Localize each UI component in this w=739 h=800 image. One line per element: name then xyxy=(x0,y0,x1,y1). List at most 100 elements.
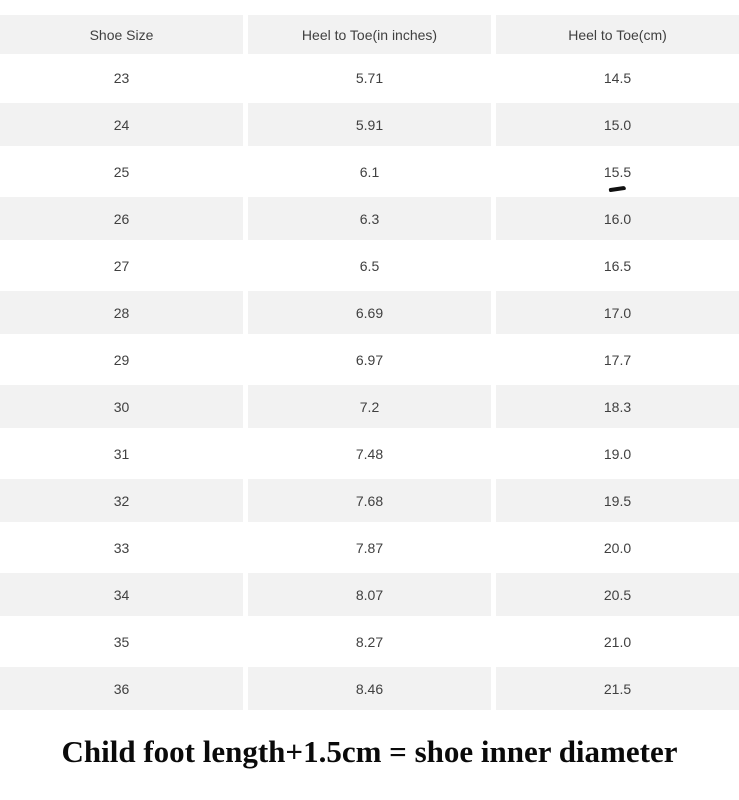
table-row: 32 7.68 19.5 xyxy=(0,477,739,524)
header-label: Shoe Size xyxy=(89,26,154,43)
cell-cm: 19.0 xyxy=(496,430,739,477)
table-row: 30 7.2 18.3 xyxy=(0,383,739,430)
table-body: 23 5.71 14.5 24 5.91 15.0 25 6.1 15.5 26 6.3 16.0 27… xyxy=(0,54,739,712)
cell-shoe-size: 23 xyxy=(0,54,243,101)
cell-value: 21.5 xyxy=(603,680,632,697)
cell-inches: 7.68 xyxy=(248,477,491,524)
table-row: 33 7.87 20.0 xyxy=(0,524,739,571)
cell-shoe-size: 24 xyxy=(0,101,243,148)
header-cell-cm: Heel to Toe(cm) xyxy=(496,15,739,54)
cell-inches: 7.87 xyxy=(248,524,491,571)
cell-cm: 15.5 xyxy=(496,148,739,195)
table-row: 36 8.46 21.5 xyxy=(0,665,739,712)
cell-cm: 15.0 xyxy=(496,101,739,148)
cell-value: 17.0 xyxy=(603,304,632,321)
cell-inches: 8.27 xyxy=(248,618,491,665)
cell-value: 6.69 xyxy=(355,304,384,321)
cell-value: 17.7 xyxy=(603,351,632,368)
cell-value: 18.3 xyxy=(603,398,632,415)
shoe-size-table: Shoe Size Heel to Toe(in inches) Heel to… xyxy=(0,15,739,712)
cell-value: 34 xyxy=(113,586,130,603)
cell-value: 8.27 xyxy=(355,633,384,650)
cell-value: 15.5 xyxy=(603,163,632,180)
cell-shoe-size: 34 xyxy=(0,571,243,618)
cell-value: 14.5 xyxy=(603,69,632,86)
table-row: 23 5.71 14.5 xyxy=(0,54,739,101)
cell-shoe-size: 35 xyxy=(0,618,243,665)
header-label: Heel to Toe(cm) xyxy=(568,26,667,43)
cell-inches: 6.3 xyxy=(248,195,491,242)
cell-shoe-size: 33 xyxy=(0,524,243,571)
table-row: 34 8.07 20.5 xyxy=(0,571,739,618)
cell-value: 8.07 xyxy=(355,586,384,603)
caption-text: Child foot length+1.5cm = shoe inner dia… xyxy=(61,734,678,769)
cell-value: 23 xyxy=(113,69,130,86)
cell-value: 21.0 xyxy=(603,633,632,650)
cell-shoe-size: 28 xyxy=(0,289,243,336)
cell-value: 20.0 xyxy=(603,539,632,556)
cell-value: 36 xyxy=(113,680,130,697)
cell-cm: 20.5 xyxy=(496,571,739,618)
cell-shoe-size: 32 xyxy=(0,477,243,524)
cell-value: 29 xyxy=(113,351,130,368)
cell-value: 6.5 xyxy=(359,257,380,274)
cell-value: 5.91 xyxy=(355,116,384,133)
header-label: Heel to Toe(in inches) xyxy=(301,26,438,43)
cell-value: 7.87 xyxy=(355,539,384,556)
header-cell-inches: Heel to Toe(in inches) xyxy=(248,15,491,54)
cell-shoe-size: 31 xyxy=(0,430,243,477)
table-row: 31 7.48 19.0 xyxy=(0,430,739,477)
table-row: 28 6.69 17.0 xyxy=(0,289,739,336)
cell-value: 7.2 xyxy=(359,398,380,415)
cell-shoe-size: 29 xyxy=(0,336,243,383)
header-cell-shoe-size: Shoe Size xyxy=(0,15,243,54)
cell-cm: 14.5 xyxy=(496,54,739,101)
cell-value: 8.46 xyxy=(355,680,384,697)
cell-value: 35 xyxy=(113,633,130,650)
cell-cm: 16.0 xyxy=(496,195,739,242)
cell-shoe-size: 25 xyxy=(0,148,243,195)
cell-value: 6.3 xyxy=(359,210,380,227)
table-header-row: Shoe Size Heel to Toe(in inches) Heel to… xyxy=(0,15,739,54)
table-row: 35 8.27 21.0 xyxy=(0,618,739,665)
cell-inches: 6.5 xyxy=(248,242,491,289)
cell-value: 6.1 xyxy=(359,163,380,180)
cell-value: 15.0 xyxy=(603,116,632,133)
cell-value: 28 xyxy=(113,304,130,321)
cell-value: 20.5 xyxy=(603,586,632,603)
cell-value: 19.0 xyxy=(603,445,632,462)
cell-inches: 5.71 xyxy=(248,54,491,101)
cell-inches: 6.69 xyxy=(248,289,491,336)
cell-cm: 20.0 xyxy=(496,524,739,571)
cell-value: 26 xyxy=(113,210,130,227)
cell-value: 7.48 xyxy=(355,445,384,462)
cell-inches: 6.97 xyxy=(248,336,491,383)
cell-inches: 5.91 xyxy=(248,101,491,148)
cell-cm: 21.5 xyxy=(496,665,739,712)
table-row: 24 5.91 15.0 xyxy=(0,101,739,148)
cell-cm: 18.3 xyxy=(496,383,739,430)
cell-cm: 17.0 xyxy=(496,289,739,336)
table-row: 29 6.97 17.7 xyxy=(0,336,739,383)
cell-value: 5.71 xyxy=(355,69,384,86)
cell-value: 16.0 xyxy=(603,210,632,227)
cell-inches: 8.46 xyxy=(248,665,491,712)
cell-inches: 7.48 xyxy=(248,430,491,477)
cell-shoe-size: 36 xyxy=(0,665,243,712)
cell-value: 24 xyxy=(113,116,130,133)
table-row: 25 6.1 15.5 xyxy=(0,148,739,195)
hand-drawn-dash-mark xyxy=(608,185,626,192)
cell-value: 6.97 xyxy=(355,351,384,368)
cell-inches: 7.2 xyxy=(248,383,491,430)
cell-value: 30 xyxy=(113,398,130,415)
cell-shoe-size: 26 xyxy=(0,195,243,242)
cell-value: 33 xyxy=(113,539,130,556)
cell-value: 25 xyxy=(113,163,130,180)
cell-inches: 8.07 xyxy=(248,571,491,618)
cell-cm: 16.5 xyxy=(496,242,739,289)
cell-value: 32 xyxy=(113,492,130,509)
table-row: 27 6.5 16.5 xyxy=(0,242,739,289)
cell-value: 19.5 xyxy=(603,492,632,509)
table-row: 26 6.3 16.0 xyxy=(0,195,739,242)
cell-inches: 6.1 xyxy=(248,148,491,195)
